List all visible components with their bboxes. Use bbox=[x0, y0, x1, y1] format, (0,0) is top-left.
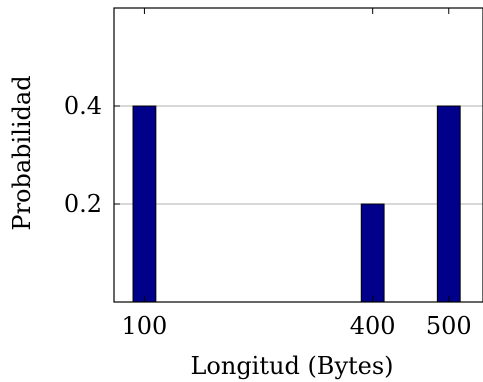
bar bbox=[360, 203, 385, 303]
gridlines bbox=[114, 105, 483, 205]
y-tick-label: 0.4 bbox=[64, 92, 102, 120]
y-tick-label: 0.2 bbox=[64, 190, 102, 218]
bar bbox=[132, 105, 157, 303]
y-tick-labels: 0.2 0.4 bbox=[64, 92, 102, 218]
bar bbox=[436, 105, 461, 303]
x-tick-labels: 100 400 500 bbox=[122, 312, 472, 340]
bars bbox=[132, 105, 461, 303]
x-axis-label: Longitud (Bytes) bbox=[190, 352, 393, 380]
plot-frame bbox=[113, 7, 483, 303]
y-axis-label: Probabilidad bbox=[8, 75, 36, 230]
ticks bbox=[114, 8, 450, 302]
x-tick-label: 400 bbox=[350, 312, 396, 340]
x-tick-label: 500 bbox=[426, 312, 472, 340]
x-tick-label: 100 bbox=[122, 312, 168, 340]
